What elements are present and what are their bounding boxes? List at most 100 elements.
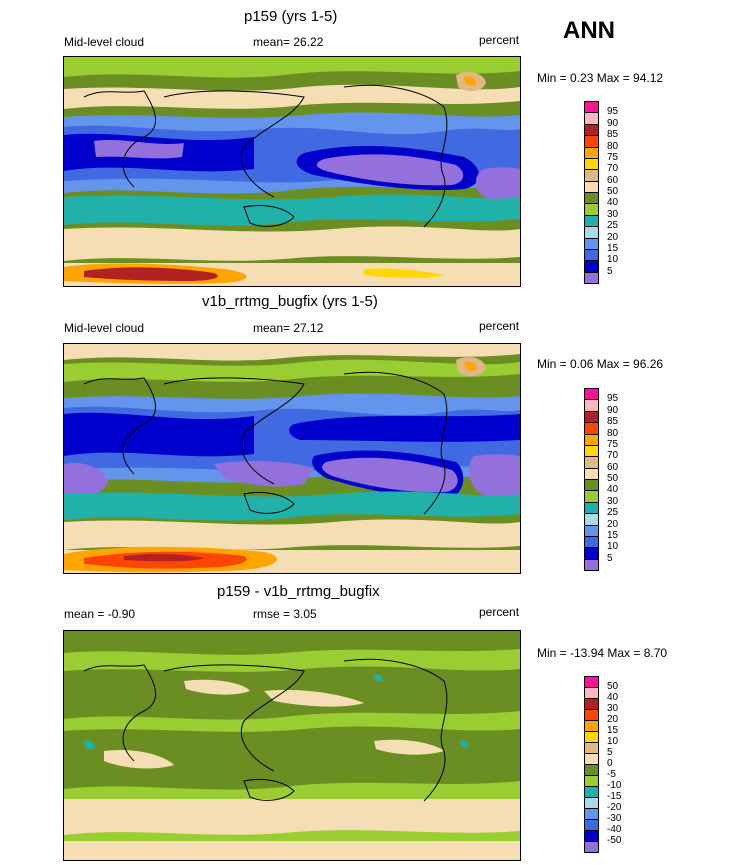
colorbar-level-label: -40 bbox=[607, 824, 622, 835]
colorbar-swatch bbox=[584, 203, 599, 216]
panel-3-title: p159 - v1b_rrtmg_bugfix bbox=[217, 583, 380, 600]
colorbar-swatch bbox=[584, 698, 599, 710]
panel-2-title: v1b_rrtmg_bugfix (yrs 1-5) bbox=[202, 293, 378, 310]
colorbar-swatch bbox=[584, 226, 599, 239]
colorbar-level-label: 10 bbox=[607, 736, 619, 747]
colorbar-swatch bbox=[584, 112, 599, 125]
colorbar-level-label: 20 bbox=[607, 231, 619, 243]
colorbar-swatch bbox=[584, 819, 599, 831]
colorbar-level-label: 95 bbox=[607, 106, 619, 118]
panel-2-units-label: percent bbox=[479, 319, 520, 333]
colorbar-swatch bbox=[584, 524, 599, 537]
colorbar-swatch bbox=[584, 797, 599, 809]
colorbar-level-label: 40 bbox=[607, 692, 619, 703]
colorbar-swatch bbox=[584, 731, 599, 743]
colorbar-swatch bbox=[584, 399, 599, 412]
colorbar-level-label: 85 bbox=[607, 129, 619, 141]
colorbar-swatch bbox=[584, 547, 599, 560]
colorbar-swatch bbox=[584, 709, 599, 721]
colorbar-swatch bbox=[584, 742, 599, 754]
panel-2-variable-label: Mid-level cloud bbox=[64, 321, 145, 335]
colorbar-level-label: 40 bbox=[607, 197, 619, 209]
panel-1-map bbox=[63, 56, 521, 287]
colorbar-swatch bbox=[584, 501, 599, 515]
colorbar-level-label: -50 bbox=[607, 835, 622, 846]
colorbar-swatch bbox=[584, 479, 599, 492]
colorbar-level-label: -30 bbox=[607, 813, 622, 824]
season-label: ANN bbox=[563, 17, 615, 44]
colorbar-swatch bbox=[584, 410, 599, 424]
colorbar-level-label: 5 bbox=[607, 747, 613, 758]
colorbar-swatch bbox=[584, 687, 599, 699]
colorbar-level-label: 90 bbox=[607, 404, 619, 416]
panel-1-units-label: percent bbox=[479, 33, 520, 47]
colorbar-swatch bbox=[584, 830, 599, 842]
colorbar-swatch bbox=[584, 444, 599, 458]
colorbar-swatch bbox=[584, 180, 599, 193]
colorbar-swatch bbox=[584, 157, 599, 171]
panel-1-variable-label: Mid-level cloud bbox=[64, 35, 145, 49]
colorbar-swatch bbox=[584, 146, 599, 159]
colorbar-swatch bbox=[584, 192, 599, 205]
colorbar-level-label: -20 bbox=[607, 802, 622, 813]
colorbar-swatch bbox=[584, 676, 599, 688]
colorbar-swatch bbox=[584, 248, 599, 262]
panel-1-colorbar: 5 10 15 20 25 30 40 50 60 70 75 80 85 90 95 bbox=[584, 101, 644, 284]
colorbar-swatch bbox=[584, 535, 599, 549]
colorbar-level-label: 70 bbox=[607, 163, 619, 175]
colorbar-level-label: 10 bbox=[607, 541, 619, 553]
panel-3-contour-plot bbox=[64, 631, 520, 860]
colorbar-swatch bbox=[584, 786, 599, 798]
panel-1-mean-label: mean= 26.22 bbox=[253, 35, 324, 49]
panel-3-rmse-label: rmse = 3.05 bbox=[253, 607, 317, 621]
colorbar-swatch bbox=[584, 135, 599, 148]
colorbar-swatch bbox=[584, 169, 599, 182]
colorbar-level-label: -15 bbox=[607, 791, 622, 802]
panel-3-minmax: Min = -13.94 Max = 8.70 bbox=[537, 646, 668, 660]
colorbar-level-label: 85 bbox=[607, 416, 619, 428]
colorbar-level-label: 0 bbox=[607, 758, 613, 769]
colorbar-level-label: -10 bbox=[607, 780, 622, 791]
panel-1-title: p159 (yrs 1-5) bbox=[244, 8, 338, 25]
panel-2-contour-plot bbox=[64, 344, 520, 573]
colorbar-level-label: 60 bbox=[607, 174, 619, 186]
colorbar-swatch bbox=[584, 720, 599, 732]
panel-1-minmax: Min = 0.23 Max = 94.12 bbox=[537, 71, 664, 85]
colorbar-swatch bbox=[584, 237, 599, 250]
colorbar-level-label: 50 bbox=[607, 681, 619, 692]
colorbar-level-label: 50 bbox=[607, 473, 619, 484]
colorbar-level-label: 15 bbox=[607, 242, 619, 254]
panel-2-map bbox=[63, 343, 521, 574]
colorbar-level-label: 25 bbox=[607, 220, 619, 232]
colorbar-swatch bbox=[584, 467, 599, 480]
colorbar-swatch bbox=[584, 753, 599, 765]
colorbar-level-label: 70 bbox=[607, 450, 619, 462]
panel-3-units-label: percent bbox=[479, 605, 520, 619]
colorbar-level-label: 95 bbox=[607, 393, 619, 405]
colorbar-swatch bbox=[584, 775, 599, 787]
panel-3-map bbox=[63, 630, 521, 861]
colorbar-level-label: 75 bbox=[607, 151, 619, 163]
colorbar-swatch bbox=[584, 490, 599, 503]
colorbar-swatch bbox=[584, 101, 599, 114]
colorbar-swatch bbox=[584, 558, 599, 571]
colorbar-level-label: -5 bbox=[607, 769, 616, 780]
colorbar-swatch bbox=[584, 271, 599, 284]
panel-1-contour-plot bbox=[64, 57, 520, 286]
panel-3-colorbar: -50 -40 -30 -20 -15 -10 -5 0 5 10 15 20 30 40 50 bbox=[584, 676, 644, 853]
colorbar-level-label: 5 bbox=[607, 552, 613, 564]
colorbar-level-label: 75 bbox=[607, 438, 619, 450]
colorbar-level-label: 25 bbox=[607, 507, 619, 519]
colorbar-swatch bbox=[584, 456, 599, 469]
colorbar-swatch bbox=[584, 123, 599, 137]
colorbar-level-label: 30 bbox=[607, 208, 619, 220]
colorbar-level-label: 60 bbox=[607, 461, 619, 473]
colorbar-level-label: 10 bbox=[607, 254, 619, 266]
panel-2-minmax: Min = 0.06 Max = 96.26 bbox=[537, 357, 664, 371]
colorbar-swatch bbox=[584, 841, 599, 853]
colorbar-swatch bbox=[584, 764, 599, 776]
colorbar-level-label: 15 bbox=[607, 529, 619, 541]
colorbar-swatch bbox=[584, 808, 599, 820]
colorbar-swatch bbox=[584, 214, 599, 228]
colorbar-swatch bbox=[584, 388, 599, 401]
